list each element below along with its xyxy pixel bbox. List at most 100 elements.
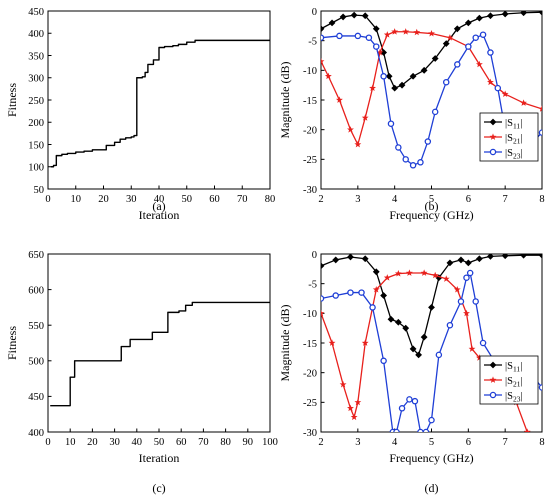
data-point-s23 [321,34,325,41]
data-point-s11 [402,324,410,332]
x-tick-label: 4 [392,194,398,205]
data-point-s23 [380,73,387,80]
y-tick-label: 550 [28,321,44,332]
data-point-s11 [347,254,354,261]
legend-marker-s21 [489,133,497,140]
x-tick-label: 40 [132,437,143,448]
x-tick-label: 70 [237,194,248,205]
data-point-s21 [475,354,483,361]
plot-area [50,301,270,407]
data-point-s21 [354,398,362,406]
x-tick-label: 3 [355,437,360,448]
chart-panel-d: 2 3 4 5 6 7 8 0 -5 -10 -15 -20 -25 -30 Frequency (GHz)… [278,250,545,495]
data-point-s11 [538,11,542,16]
data-point-s23 [422,428,430,432]
data-point-s11 [501,11,509,18]
data-point-s23 [369,304,376,311]
data-point-s23 [395,144,402,151]
x-tick-label: 6 [466,194,471,205]
data-point-s23 [402,156,409,163]
data-point-s21 [354,140,362,148]
y-tick-label: 450 [28,7,44,18]
y-tick-label: 650 [28,250,44,261]
x-axis-title: Frequency (GHz) [389,208,473,222]
x-tick-label: 60 [176,437,187,448]
data-point-s23 [428,416,435,424]
data-point-s21 [487,78,494,86]
data-point-s23 [406,396,413,403]
x-tick-label: 100 [262,437,278,448]
data-point-s21 [446,34,454,41]
series-line-23 [321,272,542,432]
data-point-s21 [347,126,354,133]
data-point-s11 [487,254,494,260]
data-point-s21 [376,48,384,56]
data-point-s11 [372,25,380,33]
data-point-s11 [487,12,494,20]
data-point-s23 [424,138,432,145]
x-tick-label: 5 [429,437,434,448]
data-point-s23 [398,405,406,412]
y-tick-label: 0 [312,250,317,261]
series-line-11 [321,11,542,89]
data-point-s23 [372,43,380,50]
series-line [50,39,270,168]
x-tick-label: 6 [466,437,471,448]
data-point-s21 [402,28,410,35]
data-point-s23 [446,321,454,329]
data-point-s11 [398,81,406,89]
panel-label: (b) [425,199,439,213]
x-tick-label: 7 [503,437,508,448]
data-point-s11 [538,254,542,259]
data-point-s11 [453,25,461,33]
y-tick-label: -15 [303,339,317,350]
data-point-s21 [420,269,428,276]
data-point-s23 [332,292,339,299]
x-axis-title: Frequency (GHz) [389,451,473,465]
y-tick-label: 50 [34,185,45,196]
data-point-s11 [464,19,472,27]
x-tick-label: 50 [182,194,193,205]
data-point-s21 [361,339,369,346]
data-point-s23 [347,289,354,296]
data-point-s11 [350,11,358,19]
data-point-s11 [339,13,347,21]
data-point-s21 [442,275,450,282]
legend-marker-s23 [489,148,497,156]
data-point-s23 [354,32,362,40]
data-point-s21 [391,28,399,35]
data-point-s23 [454,61,461,68]
legend-label-s23: |S23| [505,391,523,404]
x-tick-label: 10 [65,437,76,448]
data-point-s21 [431,271,439,279]
data-point-s11 [415,351,423,359]
data-point-s11 [420,333,428,341]
data-point-s21 [501,90,509,97]
y-tick-label: 0 [312,7,317,18]
y-tick-label: -30 [303,428,317,439]
x-tick-label: 60 [209,194,220,205]
data-point-s21 [372,286,380,293]
x-tick-label: 8 [539,437,544,448]
series-line [50,301,270,407]
x-tick-label: 3 [355,194,360,205]
data-point-s11 [380,49,388,56]
x-tick-label: 4 [392,437,398,448]
x-tick-label: 10 [71,194,82,205]
y-tick-label: 400 [28,29,44,40]
series-line-11 [321,254,542,356]
y-tick-label: -20 [303,368,317,379]
data-point-s11 [457,256,465,264]
legend-label-s11: |S11| [505,361,522,374]
y-tick-label: -10 [303,66,317,77]
data-point-s21 [383,274,391,281]
y-tick-label: 300 [28,74,44,85]
legend-label-s21: |S21| [505,376,523,389]
y-tick-label: -25 [303,155,317,166]
data-point-s23 [466,269,474,277]
data-point-s11 [464,259,472,267]
panel-label: (d) [425,481,439,495]
data-point-s23 [465,43,472,50]
data-point-s11 [361,255,369,263]
plot-frame [47,10,271,190]
